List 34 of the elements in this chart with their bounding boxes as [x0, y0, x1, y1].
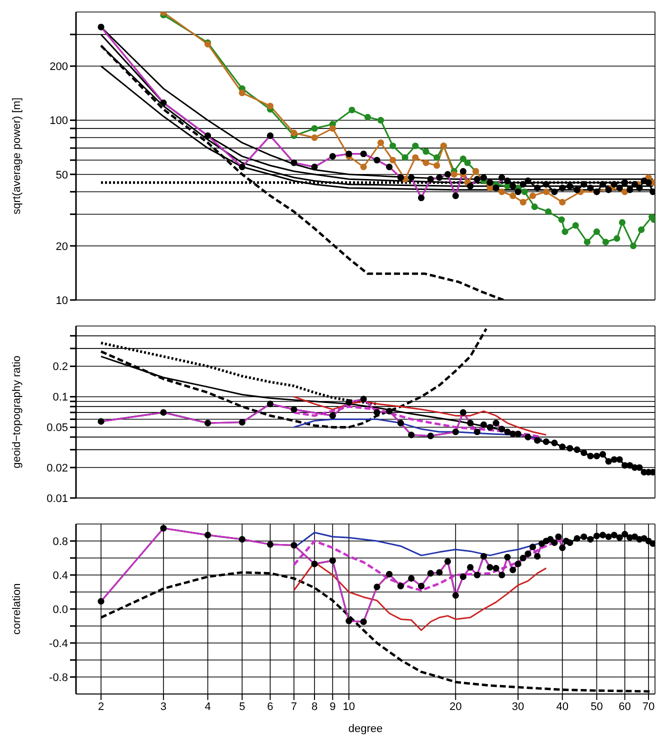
y-tick-label: 0.01	[46, 492, 68, 505]
y-tick-label: 100	[50, 115, 68, 128]
y-tick-label: 20	[56, 240, 68, 253]
y-tick-label: -0.4	[49, 638, 68, 650]
y-tick-label: 0.2	[52, 361, 68, 374]
x-tick-label: 60	[618, 700, 631, 713]
x-tick-label: 5	[239, 700, 246, 713]
x-tick-label: 9	[330, 700, 336, 713]
y-tick-label: 50	[56, 169, 68, 182]
y-tick-label: 0.4	[52, 570, 68, 582]
x-tick-label: 10	[342, 700, 355, 713]
x-tick-label: 50	[590, 700, 603, 713]
y-tick-label: -0.8	[49, 672, 68, 684]
y-axis-title: correlation	[10, 583, 23, 635]
x-tick-label: 20	[449, 700, 462, 713]
y-tick-label: 10	[56, 294, 68, 307]
y-tick-label: 0.05	[46, 422, 68, 434]
y-tick-label: 0.02	[46, 462, 68, 474]
x-axis-title: degree	[348, 723, 383, 735]
y-axis-title: geoid−topography ratio	[10, 356, 23, 468]
x-tick-label: 8	[311, 700, 318, 713]
x-tick-label: 2	[98, 700, 104, 713]
x-tick-label: 40	[556, 700, 568, 713]
x-tick-label: 70	[642, 700, 655, 713]
y-tick-label: 0.0	[52, 604, 68, 616]
y-axis-title: sqrt(average power) [m]	[10, 98, 23, 214]
y-tick-label: 0.1	[52, 392, 68, 404]
y-tick-label: 200	[50, 61, 68, 74]
x-tick-label: 30	[512, 700, 524, 713]
x-tick-label: 3	[160, 700, 167, 713]
x-tick-label: 7	[290, 700, 298, 713]
x-tick-label: 6	[267, 700, 274, 713]
x-tick-label: 4	[204, 700, 211, 713]
y-tick-label: 0.8	[52, 536, 68, 548]
